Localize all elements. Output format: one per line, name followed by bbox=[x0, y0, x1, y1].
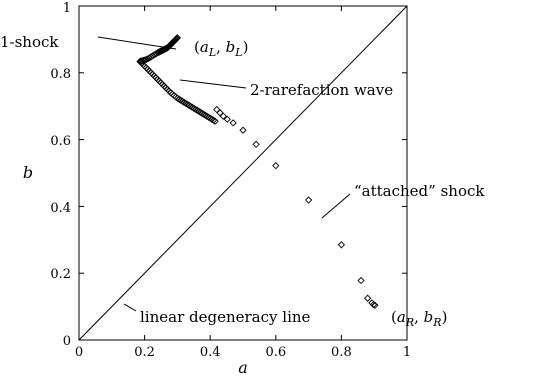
data-point-71 bbox=[181, 99, 190, 107]
data-point-73 bbox=[185, 101, 193, 109]
linear-degeneracy-line bbox=[78, 5, 408, 341]
data-point-66 bbox=[173, 94, 182, 102]
data-point-103 bbox=[369, 300, 378, 309]
data-point-76 bbox=[190, 104, 198, 112]
data-point-72 bbox=[183, 100, 191, 108]
data-point-92 bbox=[219, 112, 227, 120]
y-tick-label-1: 0.2 bbox=[50, 267, 71, 282]
data-point-98 bbox=[304, 196, 313, 204]
data-point-83 bbox=[201, 111, 209, 119]
data-point-85 bbox=[204, 113, 213, 121]
x-tick-label-3: 0.6 bbox=[265, 345, 286, 360]
data-point-77 bbox=[191, 105, 200, 113]
degeneracy-leader bbox=[123, 303, 137, 312]
one-shock-label: 1-shock bbox=[0, 33, 59, 51]
data-point-31 bbox=[152, 50, 160, 58]
data-point-80 bbox=[196, 108, 204, 116]
data-point-75 bbox=[188, 103, 196, 111]
data-point-74 bbox=[186, 102, 195, 110]
data-point-89 bbox=[211, 117, 219, 125]
data-point-100 bbox=[357, 276, 365, 285]
data-point-79 bbox=[195, 107, 203, 115]
attached-shock-label: “attached” shock bbox=[354, 182, 485, 200]
data-point-67 bbox=[175, 95, 183, 103]
plot-frame bbox=[78, 5, 408, 341]
x-tick-label-4: 0.8 bbox=[331, 345, 352, 360]
y-tick-label-5: 1 bbox=[63, 1, 71, 16]
data-point-69 bbox=[178, 97, 186, 105]
data-point-88 bbox=[209, 116, 218, 124]
data-point-70 bbox=[180, 98, 188, 106]
data-point-99 bbox=[337, 241, 346, 249]
y-tick-label-0: 0 bbox=[63, 334, 71, 349]
attached-shock-leader bbox=[321, 193, 351, 219]
data-series bbox=[136, 34, 379, 309]
y-tick-label-3: 0.6 bbox=[50, 134, 71, 149]
data-point-33 bbox=[149, 52, 157, 60]
data-point-81 bbox=[198, 109, 206, 117]
x-tick-label-1: 0.2 bbox=[134, 345, 155, 360]
axis-ticks bbox=[78, 5, 408, 341]
data-point-68 bbox=[177, 96, 185, 104]
data-point-95 bbox=[239, 126, 247, 134]
rarefaction-leader bbox=[179, 79, 247, 89]
x-tick-label-5: 1 bbox=[403, 345, 411, 360]
x-axis-label: a bbox=[238, 358, 248, 377]
data-point-104 bbox=[371, 301, 379, 309]
data-point-96 bbox=[252, 140, 260, 148]
data-point-34 bbox=[147, 53, 155, 61]
data-point-97 bbox=[272, 162, 280, 170]
degeneracy-label: linear degeneracy line bbox=[140, 308, 311, 326]
left-state-label: (aL, bL) bbox=[194, 38, 248, 59]
one-shock-leader bbox=[97, 36, 177, 50]
y-axis-label: b bbox=[23, 163, 33, 182]
data-point-87 bbox=[208, 115, 216, 123]
data-point-101 bbox=[364, 294, 372, 302]
data-point-82 bbox=[200, 110, 208, 118]
y-tick-label-4: 0.8 bbox=[50, 67, 71, 82]
x-tick-label-0: 0 bbox=[75, 345, 83, 360]
data-point-30 bbox=[154, 49, 162, 57]
data-point-86 bbox=[206, 114, 214, 122]
data-point-32 bbox=[150, 51, 159, 59]
data-point-78 bbox=[193, 106, 201, 114]
data-point-84 bbox=[203, 112, 211, 120]
data-point-35 bbox=[145, 54, 154, 62]
data-point-94 bbox=[229, 119, 237, 127]
data-point-93 bbox=[223, 115, 231, 123]
y-tick-label-2: 0.4 bbox=[50, 201, 71, 216]
rarefaction-label: 2-rarefaction wave bbox=[250, 81, 393, 99]
x-tick-label-2: 0.4 bbox=[200, 345, 221, 360]
right-state-label: (aR, bR) bbox=[391, 308, 447, 329]
